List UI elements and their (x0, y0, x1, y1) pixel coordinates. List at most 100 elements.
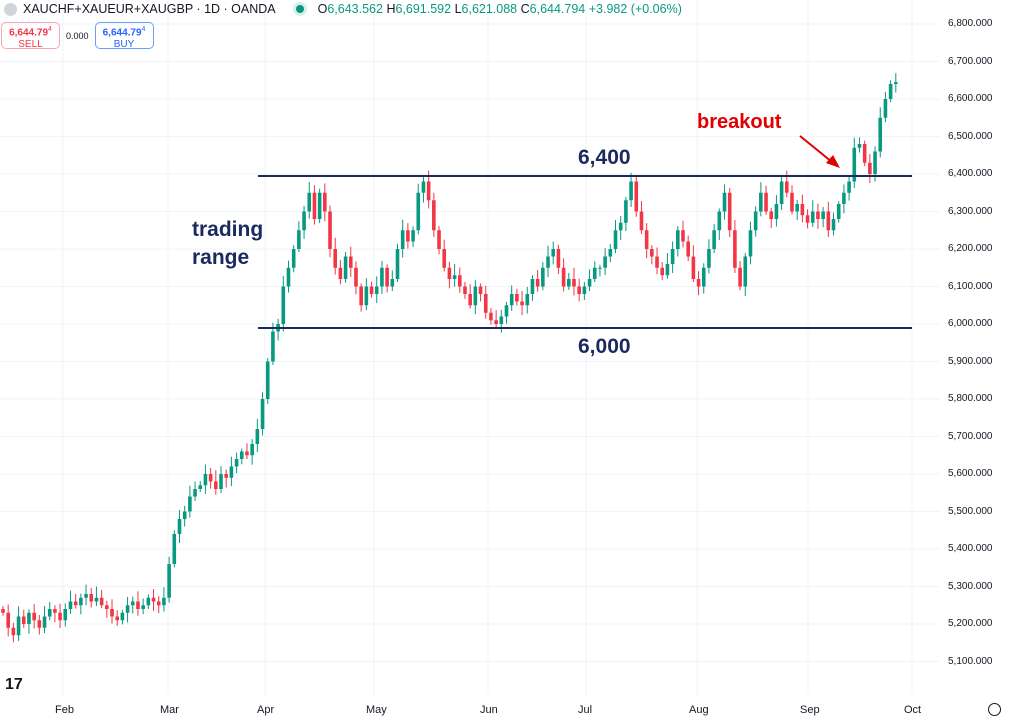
candle-body (442, 249, 447, 268)
candle (556, 244, 561, 275)
y-tick-label: 5,500.000 (948, 505, 993, 517)
candle (224, 469, 229, 488)
candle (359, 283, 363, 312)
candle-body (541, 267, 545, 287)
chart-settings-icon[interactable] (988, 703, 1001, 716)
candle (504, 301, 509, 324)
candle-body (271, 331, 275, 362)
candle-body (722, 192, 727, 212)
candle-body (416, 192, 421, 231)
candle (364, 278, 369, 311)
candle-body (660, 267, 665, 276)
candle (530, 275, 535, 301)
candle (842, 184, 846, 214)
candle-body (53, 609, 57, 613)
candle-body (203, 474, 208, 486)
candle (759, 182, 763, 217)
candle-body (58, 612, 62, 621)
candle-body (245, 451, 249, 456)
y-tick-label: 6,100.000 (948, 280, 993, 292)
candle-body (852, 147, 857, 182)
candle (11, 622, 16, 643)
candle-body (79, 597, 83, 606)
candle-body (286, 267, 291, 287)
y-tick-label: 6,000.000 (948, 318, 993, 329)
buy-button[interactable]: 6,644.794 BUY (94, 22, 154, 50)
candle-body (32, 612, 36, 621)
candle (136, 591, 140, 616)
candle (141, 598, 145, 615)
candle (276, 318, 280, 341)
candle (395, 243, 400, 282)
candle-body (650, 249, 654, 257)
candle (541, 262, 545, 291)
candle (515, 288, 519, 306)
candle (32, 604, 36, 629)
candle-body (712, 230, 716, 249)
candle (47, 601, 52, 621)
candle-body (156, 601, 161, 606)
candle-body (759, 192, 763, 212)
candle-body (592, 267, 597, 279)
candle (696, 271, 701, 296)
candle-body (16, 616, 21, 636)
candle (27, 609, 31, 634)
candle (167, 556, 171, 603)
y-tick-label: 6,400.000 (948, 168, 993, 179)
candle (681, 220, 685, 248)
candle-body (151, 597, 156, 602)
candle (717, 208, 722, 240)
candle-body (810, 211, 815, 223)
candle (587, 269, 592, 291)
candle-body (390, 279, 395, 287)
candle (21, 609, 26, 629)
candle-body (463, 286, 467, 294)
candle-body (546, 256, 550, 268)
candle-body (587, 279, 592, 287)
symbol-title[interactable]: XAUCHF+XAUEUR+XAUGBP · 1D · OANDA (23, 2, 276, 16)
candle-body (785, 181, 789, 193)
spread-value: 0.000 (66, 30, 89, 41)
candle (686, 235, 690, 261)
candle-body (873, 151, 877, 174)
candle-body (214, 481, 218, 489)
candle-body (764, 192, 768, 212)
candle (665, 253, 670, 279)
candle-body (530, 279, 535, 294)
candle-body (515, 294, 519, 302)
candle-body (665, 264, 670, 276)
candle (146, 594, 151, 609)
candle (483, 285, 488, 319)
candle-body (582, 286, 587, 294)
y-tick-label: 6,500.000 (948, 130, 993, 142)
close-icon[interactable] (4, 2, 17, 16)
candle (831, 212, 836, 236)
candle (499, 309, 504, 333)
candle-body (577, 286, 581, 294)
tradingview-logo[interactable]: 17 (5, 676, 23, 693)
candle (229, 456, 234, 486)
y-tick-label: 5,600.000 (948, 468, 993, 479)
candle (473, 280, 478, 315)
candle (769, 207, 774, 228)
candle (489, 307, 493, 325)
candle-body (130, 601, 135, 606)
candle-body (805, 215, 810, 223)
candle-body (816, 211, 820, 219)
x-tick-label: Mar (160, 704, 179, 716)
candle-body (177, 519, 182, 534)
candle-body (624, 200, 628, 223)
candle-body (717, 211, 722, 231)
candle (245, 443, 249, 459)
candle (291, 245, 296, 273)
sell-button[interactable]: 6,644.794 SELL (1, 22, 60, 50)
candle (520, 291, 524, 315)
candle-body (281, 286, 286, 324)
candle-body (307, 192, 312, 212)
candle (618, 216, 623, 240)
candle-body (369, 286, 374, 294)
candle-body (608, 249, 613, 257)
candle-body (47, 609, 52, 617)
candle (592, 261, 597, 282)
